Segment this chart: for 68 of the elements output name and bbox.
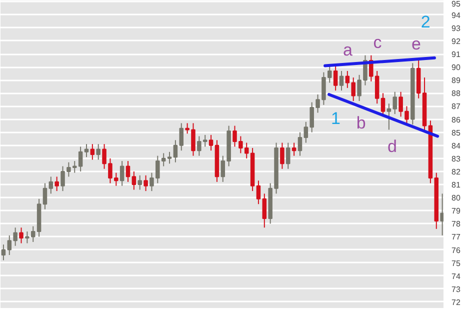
y-tick-label: 73 [452,284,461,294]
candlestick [54,176,59,192]
candlestick [339,70,344,92]
y-tick-label: 80 [452,194,461,203]
candlestick [126,160,130,182]
candlestick [90,144,95,160]
candlestick [19,227,24,244]
candlestick [262,193,267,228]
annotation: c [373,32,382,52]
y-tick-label: 75 [452,258,461,268]
candlestick [333,65,338,92]
candlestick [144,174,148,192]
candlestick [286,142,290,170]
y-tick-label: 85 [452,128,461,138]
candlestick [60,166,65,192]
candlestick [120,160,124,186]
candlestick [202,134,208,148]
candlestick [374,70,380,104]
annotation: 1 [330,108,340,128]
y-tick-label: 77 [452,232,461,242]
candlestick [440,193,444,236]
y-tick-label: 72 [452,298,461,307]
annotation: a [342,40,353,60]
candlestick [208,134,214,152]
candlestick [138,174,142,190]
candlestick [13,227,18,246]
y-tick-label: 83 [452,154,461,164]
candlestick [304,121,308,144]
annotation: d [387,137,397,156]
y-tick-label: 87 [452,102,461,112]
y-tick-label: 74 [452,272,461,281]
y-tick-label: 84 [452,141,461,150]
y-tick-label: 95 [452,0,461,8]
candlestick [310,102,314,133]
candlestick [256,180,261,205]
candlestick [280,142,284,170]
y-tick-label: 94 [452,10,461,20]
y-tick-label: 76 [452,246,461,255]
y-tick-label: 88 [452,89,461,98]
candlestick [150,172,154,192]
y-tick-label: 86 [452,115,461,124]
candlestick [42,182,48,210]
candlestick [96,144,100,160]
candlestick [328,65,332,84]
candlestick [398,91,403,118]
annotation: 2 [420,12,430,32]
candlestick [292,142,296,156]
y-tick-label: 79 [452,206,461,216]
annotation: b [356,114,366,133]
y-tick-label: 93 [452,24,461,33]
candlestick [1,244,6,261]
annotation: e [411,34,421,54]
candlestick [298,132,302,156]
candlestick [48,176,54,194]
candlestick [84,144,89,158]
candlestick [7,234,12,256]
y-tick-label: 81 [452,180,461,190]
y-tick-label: 89 [452,76,461,86]
y-tick-label: 92 [452,36,461,46]
candlestick [220,155,226,182]
candlestick [404,106,409,125]
y-tick-label: 90 [452,63,461,72]
candlestick [197,136,202,156]
y-tick-label: 82 [452,167,461,176]
candlestick [167,151,172,164]
y-tick-label: 91 [452,50,461,60]
y-tick-label: 78 [452,220,461,229]
candlestick [132,170,136,190]
